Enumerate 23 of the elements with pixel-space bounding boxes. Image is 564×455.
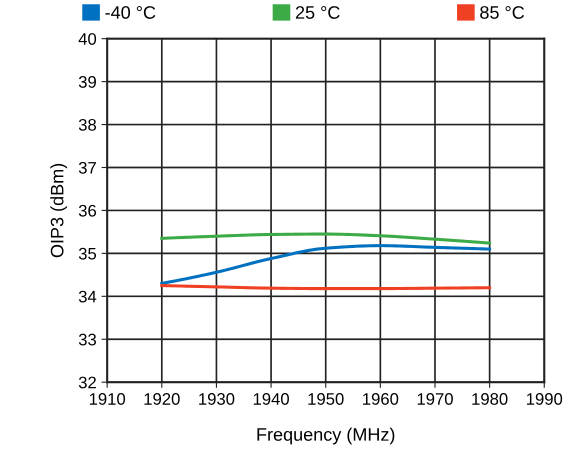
legend-label: 85 °C (480, 6, 524, 19)
x-tick-label: 1930 (199, 393, 234, 405)
x-tick-label: 1990 (526, 393, 562, 405)
y-tick-label: 32 (78, 376, 96, 388)
y-tick-label: 33 (78, 334, 96, 346)
x-tick-label: 1940 (254, 393, 289, 405)
x-tick-label: 1910 (90, 393, 126, 405)
legend-label: -40 °C (105, 6, 156, 19)
y-tick-label: 37 (78, 162, 96, 174)
x-tick-label: 1950 (308, 393, 344, 405)
x-tick-label: 1980 (472, 393, 508, 405)
x-tick-label: 1960 (363, 393, 398, 405)
y-tick-label: 35 (78, 248, 96, 260)
x-axis-title: Frequency (MHz) (257, 428, 394, 444)
x-tick-label: 1920 (144, 393, 180, 405)
y-tick-label: 34 (78, 290, 96, 303)
y-tick-label: 38 (78, 118, 96, 131)
y-tick-label: 36 (78, 204, 96, 217)
y-tick-label: 40 (78, 33, 96, 45)
y-axis-title: OIP3 (dBm) (50, 164, 68, 258)
legend-label: 25 °C (296, 6, 340, 19)
y-tick-label: 39 (78, 76, 96, 88)
x-tick-label: 1970 (418, 393, 453, 405)
